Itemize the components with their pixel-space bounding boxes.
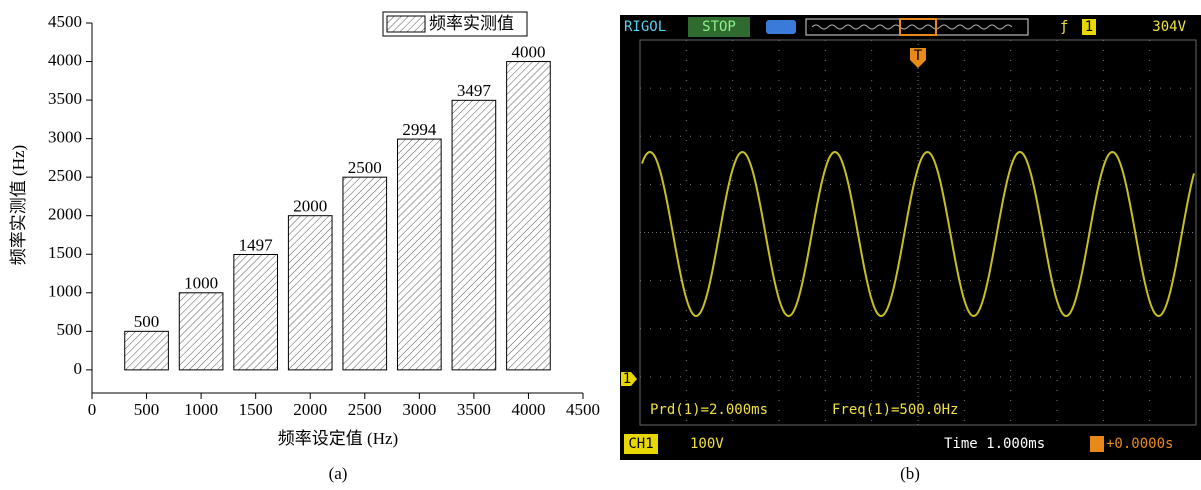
x-tick-label: 4000 <box>511 400 545 419</box>
bar <box>125 331 169 370</box>
trigger-level: 304V <box>1152 19 1186 35</box>
time-div: Time 1.000ms <box>944 436 1045 452</box>
x-tick-label: 4500 <box>566 400 600 419</box>
channel-marker: 1 <box>623 371 631 387</box>
y-axis-title: 频率实测值 (Hz) <box>9 145 28 265</box>
data-label: 1497 <box>239 235 274 254</box>
caption: (a) <box>329 464 348 483</box>
x-tick-label: 2000 <box>293 400 327 419</box>
measure-freq: Freq(1)=500.0Hz <box>832 402 958 418</box>
bar <box>179 293 223 370</box>
y-tick-label: 1500 <box>48 243 82 262</box>
offset-icon <box>1090 436 1104 452</box>
x-tick-label: 500 <box>134 400 160 419</box>
measure-period: Prd(1)=2.000ms <box>650 402 768 418</box>
bar <box>234 254 278 369</box>
x-tick-label: 0 <box>88 400 97 419</box>
data-label: 500 <box>134 312 160 331</box>
channel: CH1 <box>628 436 653 452</box>
y-tick-label: 500 <box>57 320 83 339</box>
bar <box>343 177 387 370</box>
y-tick-label: 3000 <box>48 128 82 147</box>
y-tick-label: 4500 <box>48 12 82 31</box>
y-tick-label: 3500 <box>48 89 82 108</box>
trigger-channel: 1 <box>1085 19 1093 35</box>
x-tick-label: 3000 <box>402 400 436 419</box>
offset: +0.0000s <box>1106 436 1173 452</box>
figure: 频率设定值 (Hz) 频率实测值 (Hz) (a) 05001000150020… <box>0 0 1201 490</box>
y-tick-label: 0 <box>74 359 83 378</box>
volts-div: 100V <box>690 436 724 452</box>
bar <box>398 139 442 370</box>
y-tick-label: 2500 <box>48 166 82 185</box>
x-tick-label: 1500 <box>239 400 273 419</box>
trigger-marker: T <box>914 48 923 64</box>
y-tick-label: 1000 <box>48 282 82 301</box>
data-label: 2500 <box>348 158 382 177</box>
oscilloscope-screenshot: RIGOL STOP ƒ 1 304V T 1 Prd(1)=2.000ms F… <box>620 15 1201 483</box>
brand: RIGOL <box>624 19 666 35</box>
y-tick-label: 4000 <box>48 50 82 69</box>
data-label: 2994 <box>402 120 437 139</box>
data-label: 1000 <box>184 274 218 293</box>
data-label: 2000 <box>293 197 327 216</box>
run-state: STOP <box>702 19 736 35</box>
y-tick-label: 2000 <box>48 205 82 224</box>
x-tick-label: 2500 <box>348 400 382 419</box>
screen <box>620 15 1201 460</box>
data-label: 4000 <box>511 42 545 61</box>
bar <box>452 100 496 370</box>
bar-chart: 频率设定值 (Hz) 频率实测值 (Hz) (a) 0 500 1000 1500 20… <box>9 12 600 483</box>
legend-label: 频率实测值 <box>429 14 514 33</box>
x-tick-label: 1000 <box>184 400 218 419</box>
legend-swatch <box>387 16 425 32</box>
trigger-edge: ƒ <box>1060 19 1068 35</box>
x-axis-title: 频率设定值 (Hz) <box>278 429 398 448</box>
data-label: 3497 <box>457 81 492 100</box>
bar <box>288 216 332 370</box>
bar <box>507 62 551 370</box>
caption: (b) <box>900 464 920 483</box>
x-tick-label: 3500 <box>457 400 491 419</box>
memory-icon <box>766 20 796 34</box>
